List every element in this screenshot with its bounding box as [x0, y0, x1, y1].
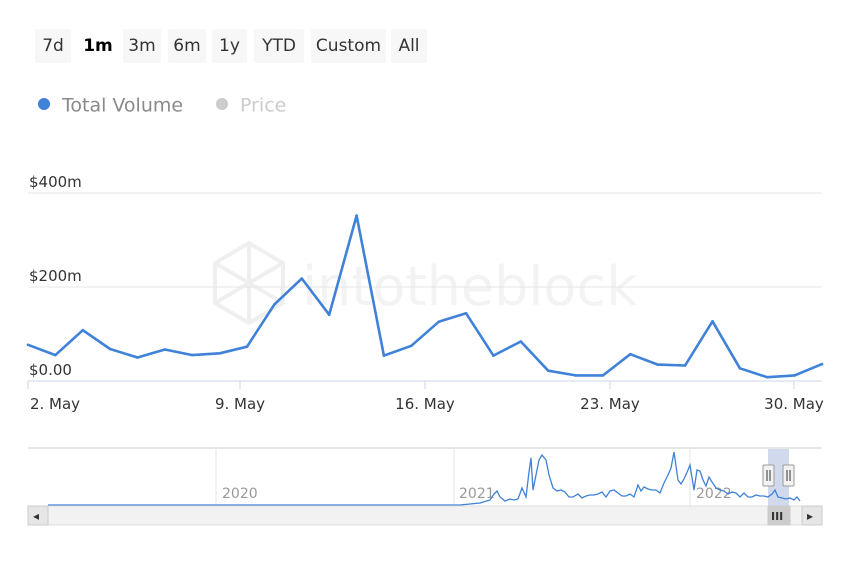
data-point[interactable] — [245, 345, 249, 349]
legend-label: Total Volume — [62, 94, 184, 117]
data-point[interactable] — [26, 343, 30, 347]
y-tick-label: $400m — [29, 173, 82, 191]
data-point[interactable] — [382, 354, 386, 357]
x-axis: 2. May 9. May 16. May 23. May 30. May — [27, 381, 824, 413]
scrollbar[interactable]: ◂ III ▸ — [27, 505, 823, 526]
range-button-3m[interactable]: 3m — [123, 29, 161, 63]
navigator-year-label: 2022 — [696, 486, 732, 502]
data-point[interactable] — [574, 374, 577, 377]
data-point[interactable] — [300, 277, 304, 280]
series-line — [27, 214, 823, 379]
data-point[interactable] — [54, 353, 57, 357]
navigator: 2020 2021 2022 — [28, 447, 822, 506]
handle-box[interactable] — [782, 464, 795, 487]
scroll-right-arrow-icon: ▸ — [807, 509, 813, 523]
y-tick-label: $200m — [29, 267, 82, 285]
watermark: intotheblock — [213, 240, 638, 326]
range-button-1m[interactable]: 1m — [79, 29, 117, 63]
legend-item-total-volume[interactable]: Total Volume — [38, 94, 183, 117]
range-button-all[interactable]: All — [391, 29, 427, 63]
data-point[interactable] — [711, 320, 714, 323]
navigator-left-handle[interactable] — [762, 464, 775, 487]
x-tick-label: 30. May — [764, 395, 824, 413]
data-point[interactable] — [738, 367, 742, 370]
data-point[interactable] — [273, 303, 276, 306]
legend-item-price[interactable]: Price — [216, 94, 286, 117]
x-tick-label: 2. May — [30, 395, 80, 413]
data-point[interactable] — [136, 356, 139, 359]
data-point[interactable] — [437, 320, 441, 324]
legend-dot-icon — [38, 97, 50, 110]
data-point[interactable] — [81, 328, 85, 332]
x-tick-label: 23. May — [580, 395, 640, 413]
legend-label: Price — [240, 94, 287, 117]
data-point[interactable] — [163, 348, 167, 351]
data-point[interactable] — [218, 352, 221, 355]
data-point[interactable] — [629, 352, 632, 356]
range-button-custom[interactable]: Custom — [311, 29, 386, 63]
range-button-7d[interactable]: 7d — [35, 29, 71, 63]
watermark-logo-icon — [213, 240, 285, 326]
data-point[interactable] — [492, 354, 495, 357]
data-point[interactable] — [108, 347, 112, 351]
data-point[interactable] — [601, 374, 605, 377]
y-tick-label: $0.00 — [29, 361, 72, 379]
scroll-left-arrow-icon: ◂ — [33, 509, 39, 523]
data-point[interactable] — [410, 344, 413, 348]
data-point[interactable] — [546, 369, 550, 373]
data-point[interactable] — [327, 313, 331, 317]
range-button-6m[interactable]: 6m — [168, 29, 206, 63]
navigator-year-label: 2021 — [459, 486, 495, 502]
navigator-right-handle[interactable] — [782, 464, 795, 487]
data-point[interactable] — [355, 214, 358, 217]
data-point[interactable] — [191, 353, 194, 357]
series-total-volume — [26, 214, 824, 379]
grid — [28, 192, 822, 288]
legend-dot-icon — [216, 97, 228, 110]
handle-box[interactable] — [762, 464, 775, 487]
navigator-series-line — [48, 451, 801, 506]
scrollbar-track[interactable] — [27, 505, 823, 526]
scroll-right-button[interactable] — [801, 505, 823, 526]
data-point[interactable] — [519, 340, 523, 343]
x-tick-label: 9. May — [215, 395, 265, 413]
data-point[interactable] — [765, 375, 769, 379]
data-point[interactable] — [464, 312, 468, 315]
scroll-left-button[interactable] — [27, 505, 49, 526]
y-axis: $0.00 $200m $400m — [29, 173, 82, 379]
scrollbar-grip-icon: III — [771, 510, 783, 523]
data-point[interactable] — [793, 374, 796, 377]
data-point[interactable] — [656, 363, 659, 366]
navigator-year-label: 2020 — [222, 486, 258, 502]
x-tick-label: 16. May — [395, 395, 455, 413]
range-button-1y[interactable]: 1y — [212, 29, 247, 63]
data-point[interactable] — [820, 362, 824, 366]
range-button-ytd[interactable]: YTD — [254, 29, 304, 63]
scrollbar-thumb[interactable] — [767, 505, 791, 526]
data-point[interactable] — [683, 364, 687, 367]
